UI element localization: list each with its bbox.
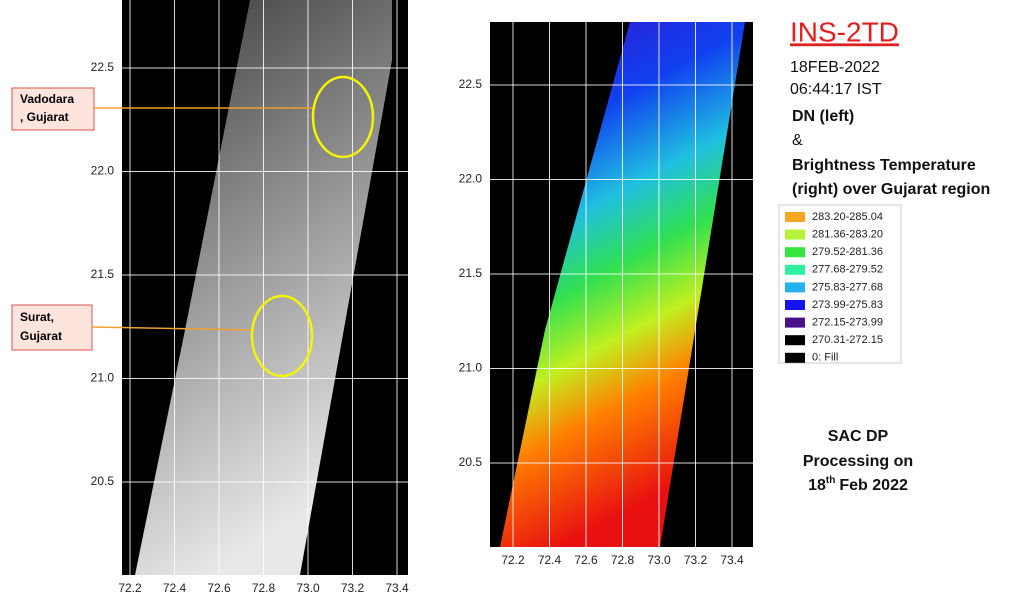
date: 18FEB-2022 xyxy=(790,59,880,76)
legend-label: 0: Fill xyxy=(812,352,838,364)
annotation-surat: Surat, Gujarat xyxy=(11,294,314,378)
legend-swatch xyxy=(785,352,805,363)
y-tick-label: 21.0 xyxy=(91,371,115,385)
y-tick-label: 22.0 xyxy=(91,164,115,178)
day: 18 xyxy=(808,477,826,494)
legend-label: 275.83-277.68 xyxy=(812,281,883,293)
title: INS-2TD xyxy=(790,16,899,47)
x-tick-label: 72.8 xyxy=(611,553,635,567)
caption: (right) over Gujarat region xyxy=(792,181,990,198)
x-tick-label: 72.6 xyxy=(207,581,231,595)
x-tick-label: 72.4 xyxy=(163,581,187,595)
legend-swatch xyxy=(785,282,805,293)
label: Vadodara xyxy=(20,92,74,106)
x-tick-label: 72.4 xyxy=(538,553,562,567)
legend: 283.20-285.04 281.36-283.20 279.52-281.36 2… xyxy=(785,211,883,364)
legend-label: 279.52-281.36 xyxy=(812,246,883,258)
legend-label: 277.68-279.52 xyxy=(812,264,883,276)
highlight xyxy=(250,294,314,378)
legend-swatch xyxy=(785,212,805,222)
legend-swatch xyxy=(785,300,805,310)
pointer xyxy=(91,326,254,331)
x-tick-label: 73.0 xyxy=(296,581,320,595)
y-tick-label: 21.0 xyxy=(459,361,483,375)
footer-line: SAC DP xyxy=(828,428,889,445)
x-tick-label: 73.4 xyxy=(385,581,409,595)
legend-label: 281.36-283.20 xyxy=(812,229,883,241)
x-tick-label: 72.2 xyxy=(118,581,142,595)
label: Gujarat xyxy=(20,329,62,343)
label: Surat, xyxy=(20,310,54,324)
y-tick-label: 21.5 xyxy=(459,266,483,280)
caption: Brightness Temperature xyxy=(792,157,976,174)
left-axes: 72.2 72.4 72.6 72.8 73.0 73.2 73.4 22.5 22.0 21.5… xyxy=(91,0,409,595)
legend-label: 272.15-273.99 xyxy=(812,317,883,329)
x-tick-label: 73.2 xyxy=(341,581,365,595)
x-tick-label: 73.4 xyxy=(720,553,744,567)
y-tick-label: 21.5 xyxy=(91,267,115,281)
legend-swatch xyxy=(785,317,805,328)
y-tick-label: 22.0 xyxy=(459,172,483,186)
caption: DN (left) xyxy=(792,108,854,125)
legend-swatch xyxy=(785,247,805,258)
highlight xyxy=(311,75,375,159)
y-tick-label: 20.5 xyxy=(91,474,115,488)
x-tick-label: 72.6 xyxy=(574,553,598,567)
annotation-vadodara: Vadodara , Gujarat xyxy=(11,75,375,159)
x-tick-label: 72.2 xyxy=(501,553,525,567)
legend-label: 283.20-285.04 xyxy=(812,211,883,223)
y-tick-label: 22.5 xyxy=(91,60,115,74)
legend-label: 270.31-272.15 xyxy=(812,334,883,346)
x-tick-label: 73.0 xyxy=(647,553,671,567)
label-box xyxy=(11,304,93,351)
x-tick-label: 72.8 xyxy=(252,581,276,595)
legend-swatch xyxy=(785,264,805,275)
time: 06:44:17 IST xyxy=(790,81,882,98)
footer-date: 18th Feb 2022 xyxy=(808,475,908,495)
legend-label: 273.99-275.83 xyxy=(812,299,883,311)
rest: Feb 2022 xyxy=(839,477,908,494)
caption: & xyxy=(792,132,803,149)
x-tick-label: 73.2 xyxy=(684,553,708,567)
label-box xyxy=(11,87,95,131)
y-tick-label: 20.5 xyxy=(459,455,483,469)
footer-line: Processing on xyxy=(803,453,913,470)
right-axes: 72.2 72.4 72.6 72.8 73.0 73.2 73.4 22.5 22.0 21.5… xyxy=(459,22,753,567)
legend-swatch xyxy=(785,229,805,240)
suffix: th xyxy=(826,475,835,486)
y-tick-label: 22.5 xyxy=(459,77,483,91)
legend-swatch xyxy=(785,335,805,346)
label: , Gujarat xyxy=(20,110,69,124)
